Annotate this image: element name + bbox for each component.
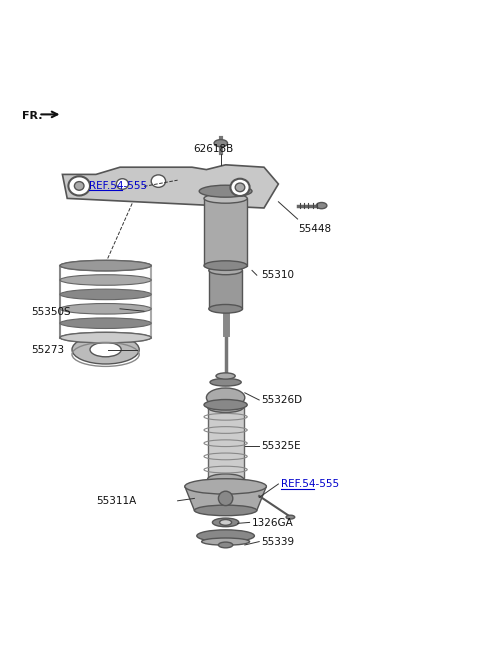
Text: 55339: 55339 [262,537,295,547]
Ellipse shape [214,140,228,147]
Ellipse shape [74,182,84,190]
Polygon shape [209,270,242,309]
Ellipse shape [202,538,250,545]
Polygon shape [62,165,278,208]
Text: 55448: 55448 [299,224,332,234]
Ellipse shape [60,333,151,343]
Ellipse shape [60,260,151,271]
Ellipse shape [209,266,242,275]
Text: REF.54-555: REF.54-555 [281,480,339,489]
Text: 55350S: 55350S [31,306,71,317]
Ellipse shape [69,176,90,195]
Ellipse shape [90,342,121,357]
Text: 55325E: 55325E [262,441,301,451]
Ellipse shape [207,474,244,485]
Ellipse shape [206,388,245,407]
Ellipse shape [151,175,166,188]
Polygon shape [185,486,266,510]
Ellipse shape [204,261,247,270]
Ellipse shape [286,515,295,519]
Ellipse shape [219,520,232,525]
Polygon shape [207,407,243,479]
Ellipse shape [117,178,129,190]
Polygon shape [204,198,247,266]
Ellipse shape [185,479,266,494]
Ellipse shape [218,542,233,548]
Ellipse shape [197,530,254,542]
Ellipse shape [60,318,151,329]
Ellipse shape [216,373,235,379]
Ellipse shape [60,275,151,285]
Ellipse shape [60,289,151,300]
Ellipse shape [194,505,257,516]
Text: 55310: 55310 [262,270,295,280]
Text: 62618B: 62618B [193,144,234,154]
Text: 55311A: 55311A [96,496,137,506]
Ellipse shape [210,379,241,386]
Text: 55273: 55273 [31,345,64,355]
Ellipse shape [60,304,151,314]
Ellipse shape [316,203,327,209]
Ellipse shape [218,491,233,506]
Text: 55326D: 55326D [262,396,303,405]
Ellipse shape [72,335,139,364]
Ellipse shape [235,183,245,192]
Text: 1326GA: 1326GA [252,518,294,528]
Ellipse shape [204,400,247,410]
Ellipse shape [212,518,239,527]
Ellipse shape [60,333,151,343]
Text: REF.54-555: REF.54-555 [89,181,147,191]
Ellipse shape [204,194,247,203]
Ellipse shape [60,260,151,271]
Ellipse shape [199,185,252,197]
Ellipse shape [209,304,242,313]
Text: FR.: FR. [22,111,42,121]
Ellipse shape [207,402,244,413]
Ellipse shape [230,178,250,196]
